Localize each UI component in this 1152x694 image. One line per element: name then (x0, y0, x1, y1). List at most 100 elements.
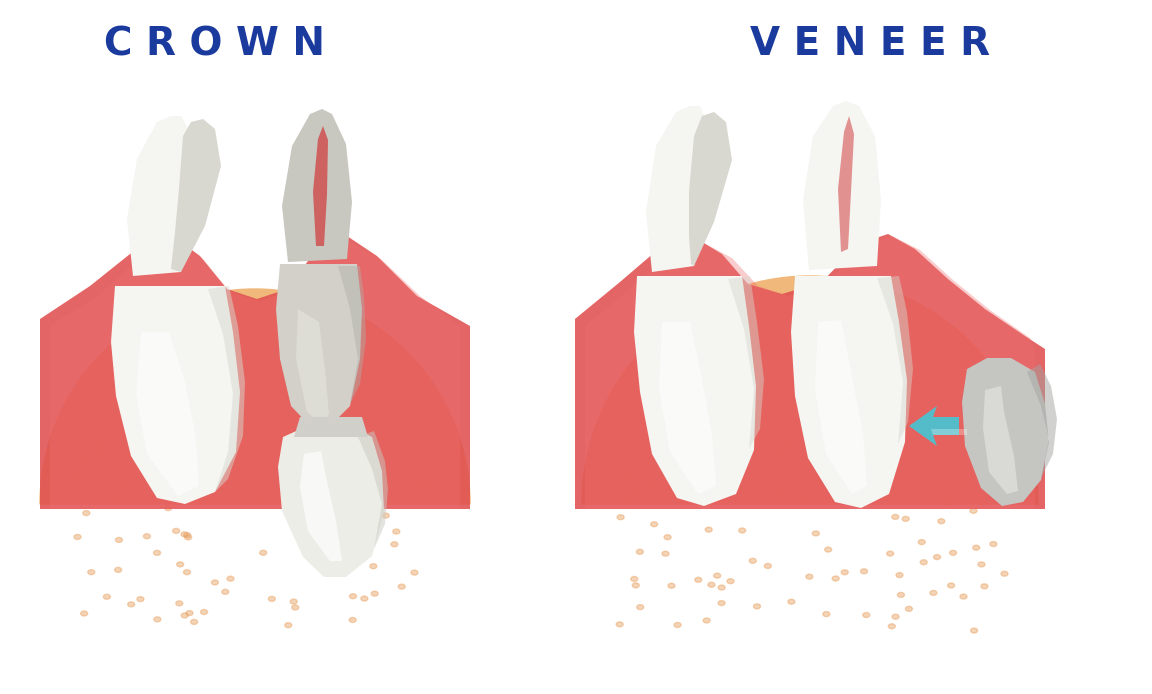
Ellipse shape (94, 451, 101, 456)
Ellipse shape (92, 467, 99, 472)
Ellipse shape (236, 482, 243, 487)
Ellipse shape (703, 618, 710, 623)
Ellipse shape (832, 576, 839, 581)
Ellipse shape (668, 583, 675, 589)
Ellipse shape (632, 583, 639, 588)
Ellipse shape (636, 549, 643, 555)
Ellipse shape (290, 599, 297, 604)
Ellipse shape (74, 534, 81, 539)
Ellipse shape (662, 551, 669, 556)
Ellipse shape (176, 601, 183, 606)
Polygon shape (136, 332, 199, 496)
Ellipse shape (971, 628, 978, 633)
Ellipse shape (841, 570, 848, 575)
Ellipse shape (219, 488, 226, 493)
Ellipse shape (176, 562, 183, 567)
Ellipse shape (764, 564, 772, 568)
Ellipse shape (631, 577, 638, 582)
Ellipse shape (920, 560, 927, 565)
Ellipse shape (767, 494, 774, 499)
Ellipse shape (708, 582, 715, 587)
Polygon shape (585, 236, 1034, 509)
Ellipse shape (734, 483, 741, 488)
Polygon shape (931, 429, 967, 435)
Ellipse shape (382, 513, 389, 518)
Ellipse shape (978, 562, 985, 567)
Polygon shape (358, 431, 388, 549)
Ellipse shape (212, 580, 219, 585)
Ellipse shape (823, 611, 829, 616)
Polygon shape (40, 236, 470, 509)
Ellipse shape (664, 535, 672, 540)
Polygon shape (983, 386, 1018, 494)
Polygon shape (659, 322, 717, 494)
Ellipse shape (718, 600, 725, 606)
Ellipse shape (190, 620, 198, 625)
Ellipse shape (862, 456, 869, 461)
Ellipse shape (181, 532, 188, 536)
Ellipse shape (637, 604, 644, 609)
Ellipse shape (287, 457, 294, 462)
Ellipse shape (259, 550, 266, 555)
Ellipse shape (206, 451, 213, 456)
Ellipse shape (617, 515, 624, 520)
Ellipse shape (349, 538, 356, 543)
Polygon shape (170, 119, 221, 272)
Ellipse shape (227, 576, 234, 581)
Ellipse shape (420, 484, 427, 489)
Polygon shape (909, 406, 958, 446)
Ellipse shape (88, 570, 94, 575)
Ellipse shape (788, 599, 795, 604)
Polygon shape (276, 264, 362, 426)
Ellipse shape (892, 614, 899, 619)
Ellipse shape (83, 511, 90, 516)
Ellipse shape (738, 528, 745, 533)
Ellipse shape (972, 545, 979, 550)
Ellipse shape (268, 596, 275, 602)
Polygon shape (127, 116, 195, 276)
Ellipse shape (645, 480, 652, 485)
Ellipse shape (285, 623, 291, 627)
Ellipse shape (812, 531, 819, 536)
Ellipse shape (181, 613, 188, 618)
Ellipse shape (930, 591, 937, 595)
Ellipse shape (371, 591, 378, 596)
Ellipse shape (318, 548, 325, 553)
Ellipse shape (946, 500, 953, 505)
Ellipse shape (185, 611, 194, 616)
Ellipse shape (300, 466, 306, 471)
Ellipse shape (362, 462, 369, 466)
Ellipse shape (122, 479, 129, 484)
Text: V E N E E R: V E N E E R (750, 25, 990, 63)
Ellipse shape (933, 555, 940, 559)
Ellipse shape (393, 529, 400, 534)
Ellipse shape (948, 583, 955, 588)
Ellipse shape (982, 584, 988, 589)
Ellipse shape (114, 496, 122, 501)
Ellipse shape (200, 609, 207, 614)
Ellipse shape (918, 540, 925, 545)
Ellipse shape (98, 444, 105, 449)
Ellipse shape (718, 585, 725, 590)
Polygon shape (282, 109, 353, 262)
Polygon shape (300, 451, 342, 561)
Ellipse shape (366, 468, 373, 473)
Ellipse shape (695, 577, 702, 582)
Polygon shape (575, 234, 1045, 509)
Ellipse shape (902, 516, 909, 521)
Ellipse shape (399, 584, 406, 589)
Ellipse shape (634, 488, 641, 493)
Ellipse shape (143, 534, 151, 539)
Ellipse shape (831, 460, 838, 465)
Ellipse shape (410, 462, 417, 466)
Ellipse shape (115, 568, 122, 573)
Ellipse shape (258, 498, 265, 503)
Ellipse shape (622, 497, 629, 502)
Polygon shape (50, 242, 460, 509)
Ellipse shape (749, 558, 756, 564)
Polygon shape (646, 106, 710, 272)
Ellipse shape (905, 607, 912, 611)
Ellipse shape (949, 550, 956, 555)
Ellipse shape (720, 457, 727, 462)
Polygon shape (338, 266, 366, 404)
